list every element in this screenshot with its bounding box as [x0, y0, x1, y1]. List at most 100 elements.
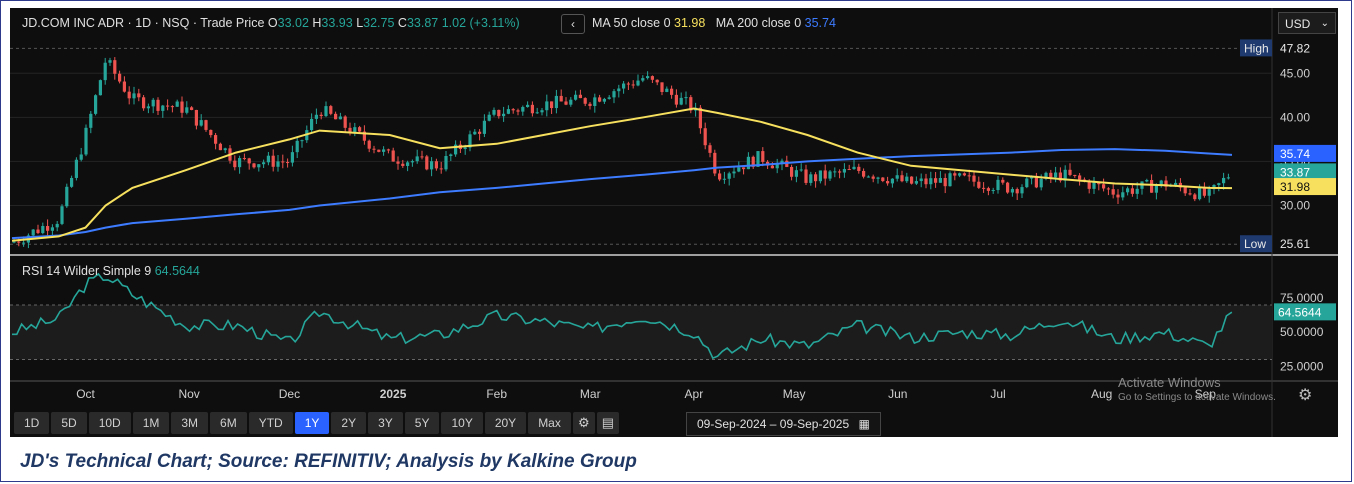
- candle-body: [914, 181, 918, 184]
- chart-canvas[interactable]: 45.0040.0035.0030.00High47.82Low25.6135.…: [10, 8, 1338, 437]
- candle-body: [535, 112, 539, 114]
- candle-body: [410, 161, 414, 163]
- candle-body: [929, 178, 933, 185]
- candle-body: [439, 168, 443, 170]
- ma200-label: MA 200 close 0: [715, 16, 802, 30]
- candle-body: [286, 162, 290, 164]
- timeframe-max-button[interactable]: Max: [528, 412, 571, 434]
- candle-body: [74, 159, 78, 178]
- candle-body: [756, 151, 760, 167]
- candle-body: [98, 80, 102, 96]
- candle-body: [1150, 180, 1154, 193]
- timeframe-20y-button[interactable]: 20Y: [484, 412, 527, 434]
- timeframe-10d-button[interactable]: 10D: [88, 412, 131, 434]
- time-axis-label: May: [783, 387, 806, 401]
- candle-body: [22, 242, 26, 244]
- candle-body: [60, 206, 64, 224]
- candle-body: [962, 173, 966, 176]
- currency-label: USD: [1285, 17, 1311, 31]
- chevron-left-icon[interactable]: ‹: [561, 14, 585, 34]
- time-axis-label: Apr: [685, 387, 704, 401]
- timeframe-5y-button[interactable]: 5Y: [404, 412, 440, 434]
- candle-body: [310, 118, 314, 131]
- candle-body: [838, 171, 842, 173]
- rsi-value-tag: 64.5644: [1278, 305, 1322, 319]
- ma200-tag-box: [1274, 144, 1336, 162]
- time-axis-label: Jun: [888, 387, 907, 401]
- candle-body: [1207, 189, 1211, 196]
- timeframe-6m-button[interactable]: 6M: [210, 412, 247, 434]
- candle-body: [775, 163, 779, 169]
- timeframe-5d-button[interactable]: 5D: [51, 412, 87, 434]
- timeframe-10y-button[interactable]: 10Y: [441, 412, 483, 434]
- close-tag-box: [1274, 163, 1336, 181]
- candle-body: [934, 178, 938, 183]
- candle-body: [1130, 188, 1134, 194]
- figure-caption: JD's Technical Chart; Source: REFINITIV;…: [20, 451, 637, 472]
- candle-body: [857, 166, 861, 171]
- timeframe-toolbar: 1D 5D 10D 1M 3M 6M YTD 1Y 2Y 3Y 5Y 10Y 20Y Max ⚙ ▤: [14, 412, 619, 434]
- candle-body: [1106, 188, 1110, 190]
- candle-body: [170, 106, 174, 108]
- candle-body: [866, 176, 870, 178]
- price-tick-label: 45.00: [1280, 66, 1310, 80]
- timeframe-2y-button[interactable]: 2Y: [331, 412, 367, 434]
- date-separator: –: [769, 417, 777, 431]
- candle-body: [473, 131, 477, 135]
- timeframe-3y-button[interactable]: 3Y: [368, 412, 403, 434]
- candle-body: [1121, 192, 1125, 198]
- timeframe-1d-button[interactable]: 1D: [14, 412, 50, 434]
- candle-body: [698, 107, 702, 129]
- candle-body: [626, 83, 630, 85]
- candle-body: [751, 156, 755, 167]
- candle-body: [1217, 183, 1221, 185]
- candle-body: [886, 181, 890, 184]
- date-from: 09-Sep-2024: [697, 417, 767, 431]
- candle-body: [94, 95, 98, 114]
- gear-icon[interactable]: ⚙: [572, 412, 595, 434]
- candle-body: [1226, 177, 1230, 179]
- currency-select[interactable]: USD ⌄: [1278, 12, 1336, 34]
- candle-body: [847, 169, 851, 171]
- candle-body: [713, 152, 717, 174]
- time-axis-label: 2025: [380, 387, 407, 401]
- candle-body: [454, 144, 458, 155]
- timeframe-ytd-button[interactable]: YTD: [248, 412, 293, 434]
- timeframe-1m-button[interactable]: 1M: [132, 412, 170, 434]
- low-label-box: [1240, 235, 1272, 253]
- candle-body: [852, 166, 856, 170]
- candle-body: [295, 140, 299, 153]
- settings-icon[interactable]: ⚙: [1298, 387, 1313, 404]
- candle-body: [478, 131, 482, 134]
- compare-icon[interactable]: ▤: [596, 412, 619, 434]
- timeframe-3m-button[interactable]: 3M: [171, 412, 209, 434]
- candle-body: [84, 127, 88, 155]
- time-axis-label: Sep: [1195, 387, 1217, 401]
- candle-body: [910, 176, 914, 184]
- candle-body: [214, 135, 218, 144]
- candle-body: [948, 173, 952, 187]
- candle-body: [329, 106, 333, 114]
- candle-body: [967, 175, 971, 177]
- candle-body: [1068, 169, 1072, 175]
- candle-body: [391, 150, 395, 162]
- candle-body: [463, 147, 467, 150]
- candle-body: [583, 98, 587, 104]
- high-value-label: 47.82: [1280, 41, 1310, 55]
- candle-body: [900, 175, 904, 182]
- date-range-picker[interactable]: 09-Sep-2024 – 09-Sep-2025 ▦: [686, 412, 881, 436]
- low-label: Low: [1244, 237, 1266, 251]
- candle-body: [1183, 187, 1187, 194]
- watermark-line1: Activate Windows: [1118, 375, 1221, 390]
- chart-panel[interactable]: 45.0040.0035.0030.00High47.82Low25.6135.…: [10, 8, 1338, 437]
- candle-body: [1126, 188, 1130, 193]
- candle-body: [708, 145, 712, 153]
- candle-body: [1193, 194, 1197, 200]
- candle-body: [233, 160, 237, 168]
- candle-body: [386, 149, 390, 151]
- candle-body: [497, 109, 501, 117]
- timeframe-1y-button[interactable]: 1Y: [294, 412, 330, 434]
- candle-body: [223, 148, 227, 151]
- candle-body: [1073, 174, 1077, 176]
